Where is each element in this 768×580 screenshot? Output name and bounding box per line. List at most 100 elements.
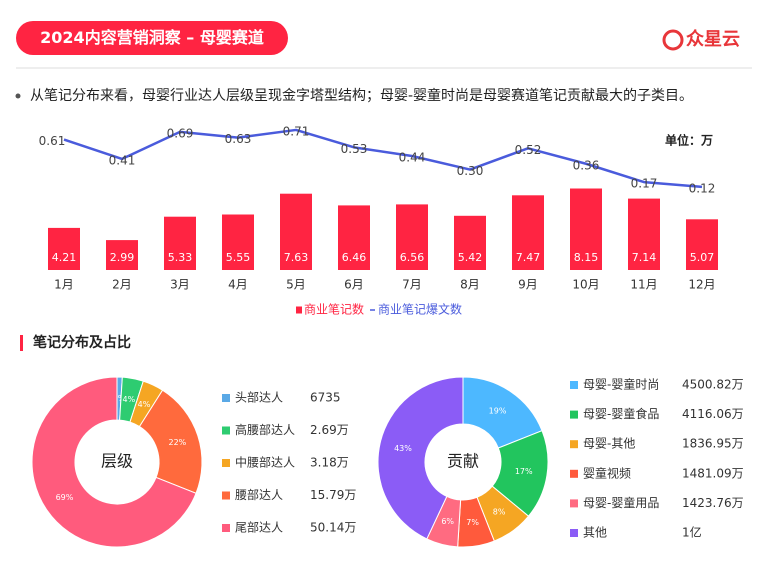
slice xyxy=(462,376,543,449)
line-label: 0.30 xyxy=(457,164,484,178)
legend-label: 商业笔记数 xyxy=(304,302,364,317)
slice-label: 22% xyxy=(169,438,187,447)
slice-label: 17% xyxy=(515,467,533,476)
legend-label: 母婴-婴童用品 xyxy=(583,495,659,510)
x-tick-label: 5月 xyxy=(286,278,306,292)
x-tick-label: 4月 xyxy=(228,278,248,292)
bar-label: 7.63 xyxy=(284,251,309,264)
legend-label: 商业笔记爆文数 xyxy=(378,302,462,317)
slice-label: 43% xyxy=(394,444,412,453)
legend-label: 其他 xyxy=(583,526,607,540)
legend-label: 母婴-婴童时尚 xyxy=(583,377,659,392)
legend-label: 高腰部达人 xyxy=(235,422,295,437)
legend-amount: 4116.06万 xyxy=(682,407,744,421)
donut-title: 层级 xyxy=(101,452,133,471)
legend-symbol xyxy=(570,469,578,478)
x-tick-label: 6月 xyxy=(344,278,364,292)
bar xyxy=(396,204,428,270)
x-tick-label: 11月 xyxy=(630,278,657,292)
legend-symbol xyxy=(570,440,578,449)
bar xyxy=(628,198,660,270)
legend-label: 婴童视频 xyxy=(583,465,631,480)
bar-label: 6.46 xyxy=(342,251,367,264)
section-title: 笔记分布及占比 xyxy=(33,334,131,351)
slice-label: 8% xyxy=(493,507,506,516)
bar xyxy=(338,205,370,270)
slice-label: 4% xyxy=(123,395,136,404)
legend-amount: 1481.09万 xyxy=(682,466,744,480)
line-label: 0.52 xyxy=(515,143,542,157)
line-label: 0.36 xyxy=(573,158,600,172)
line-label: 0.12 xyxy=(689,181,716,195)
legend-amount: 1423.76万 xyxy=(682,496,744,510)
x-tick-label: 7月 xyxy=(402,278,422,292)
bar-label: 2.99 xyxy=(110,251,135,264)
x-tick-label: 3月 xyxy=(170,278,190,292)
bullet xyxy=(15,93,21,99)
legend-label: 尾部达人 xyxy=(235,520,283,535)
legend-amount: 4500.82万 xyxy=(682,378,744,392)
bar xyxy=(222,214,254,270)
legend-label: 中腰部达人 xyxy=(235,455,295,470)
legend-amount: 50.14万 xyxy=(310,521,356,535)
legend-symbol xyxy=(222,524,230,532)
x-tick-label: 9月 xyxy=(518,278,538,292)
bar-label: 7.14 xyxy=(632,251,657,264)
x-tick-label: 12月 xyxy=(688,278,715,292)
slice-label: 1% xyxy=(113,394,126,403)
slice-label: 69% xyxy=(56,493,74,502)
logo-icon xyxy=(662,29,684,51)
legend-label: 腰部达人 xyxy=(235,487,283,502)
bar-label: 8.15 xyxy=(574,251,599,264)
legend-symbol xyxy=(570,381,578,389)
legend-symbol xyxy=(570,529,578,537)
legend-amount: 1亿 xyxy=(682,525,702,540)
bar xyxy=(164,216,196,270)
line-label: 0.53 xyxy=(341,142,368,156)
legend-amount: 6735 xyxy=(310,391,341,405)
line xyxy=(63,128,703,189)
unit-annotation: 单位：万 xyxy=(665,133,713,148)
legend-amount: 1836.95万 xyxy=(682,437,744,451)
legend-amount: 3.18万 xyxy=(310,456,349,470)
line-label: 0.71 xyxy=(283,124,310,138)
legend-label: 母婴-其他 xyxy=(583,437,635,451)
legend-symbol xyxy=(222,394,230,402)
bar-label: 5.42 xyxy=(458,251,483,264)
donut-title: 贡献 xyxy=(447,452,479,471)
line-label: 0.17 xyxy=(631,177,658,191)
bar xyxy=(686,219,718,270)
bar xyxy=(570,188,602,270)
page-title: 2024内容营销洞察 – 母婴赛道 xyxy=(40,28,264,47)
bar-label: 5.55 xyxy=(226,251,251,264)
slice-label: 6% xyxy=(441,517,454,526)
x-tick-label: 10月 xyxy=(572,278,599,292)
legend-symbol xyxy=(222,491,230,500)
legend-symbol xyxy=(222,459,230,467)
line-label: 0.41 xyxy=(109,153,136,167)
bar-label: 6.56 xyxy=(400,251,425,264)
bar xyxy=(512,195,544,270)
x-tick-label: 2月 xyxy=(112,278,132,292)
bar-label: 5.07 xyxy=(690,251,715,264)
legend-label: 母婴-婴童食品 xyxy=(583,406,659,421)
legend-symbol xyxy=(570,410,578,419)
bar xyxy=(454,215,486,270)
section-marker xyxy=(20,335,23,351)
bar xyxy=(106,240,138,270)
x-tick-label: 8月 xyxy=(460,278,480,292)
summary: 从笔记分布来看，母婴行业达人层级呈现金字塔型结构；母婴-婴童时尚是母婴赛道笔记贡… xyxy=(30,87,693,104)
x-tick-label: 1月 xyxy=(54,278,74,292)
bar-label: 5.33 xyxy=(168,251,193,264)
logo: 众星云 xyxy=(686,28,740,50)
title-pill xyxy=(16,21,288,55)
slice xyxy=(31,376,197,548)
legend-symbol xyxy=(570,499,578,508)
legend-symbol xyxy=(296,306,302,314)
slice-label: 4% xyxy=(138,400,151,409)
bar xyxy=(280,193,312,270)
slice xyxy=(138,389,203,494)
line-label: 0.69 xyxy=(167,126,194,140)
legend-symbol xyxy=(222,426,230,435)
